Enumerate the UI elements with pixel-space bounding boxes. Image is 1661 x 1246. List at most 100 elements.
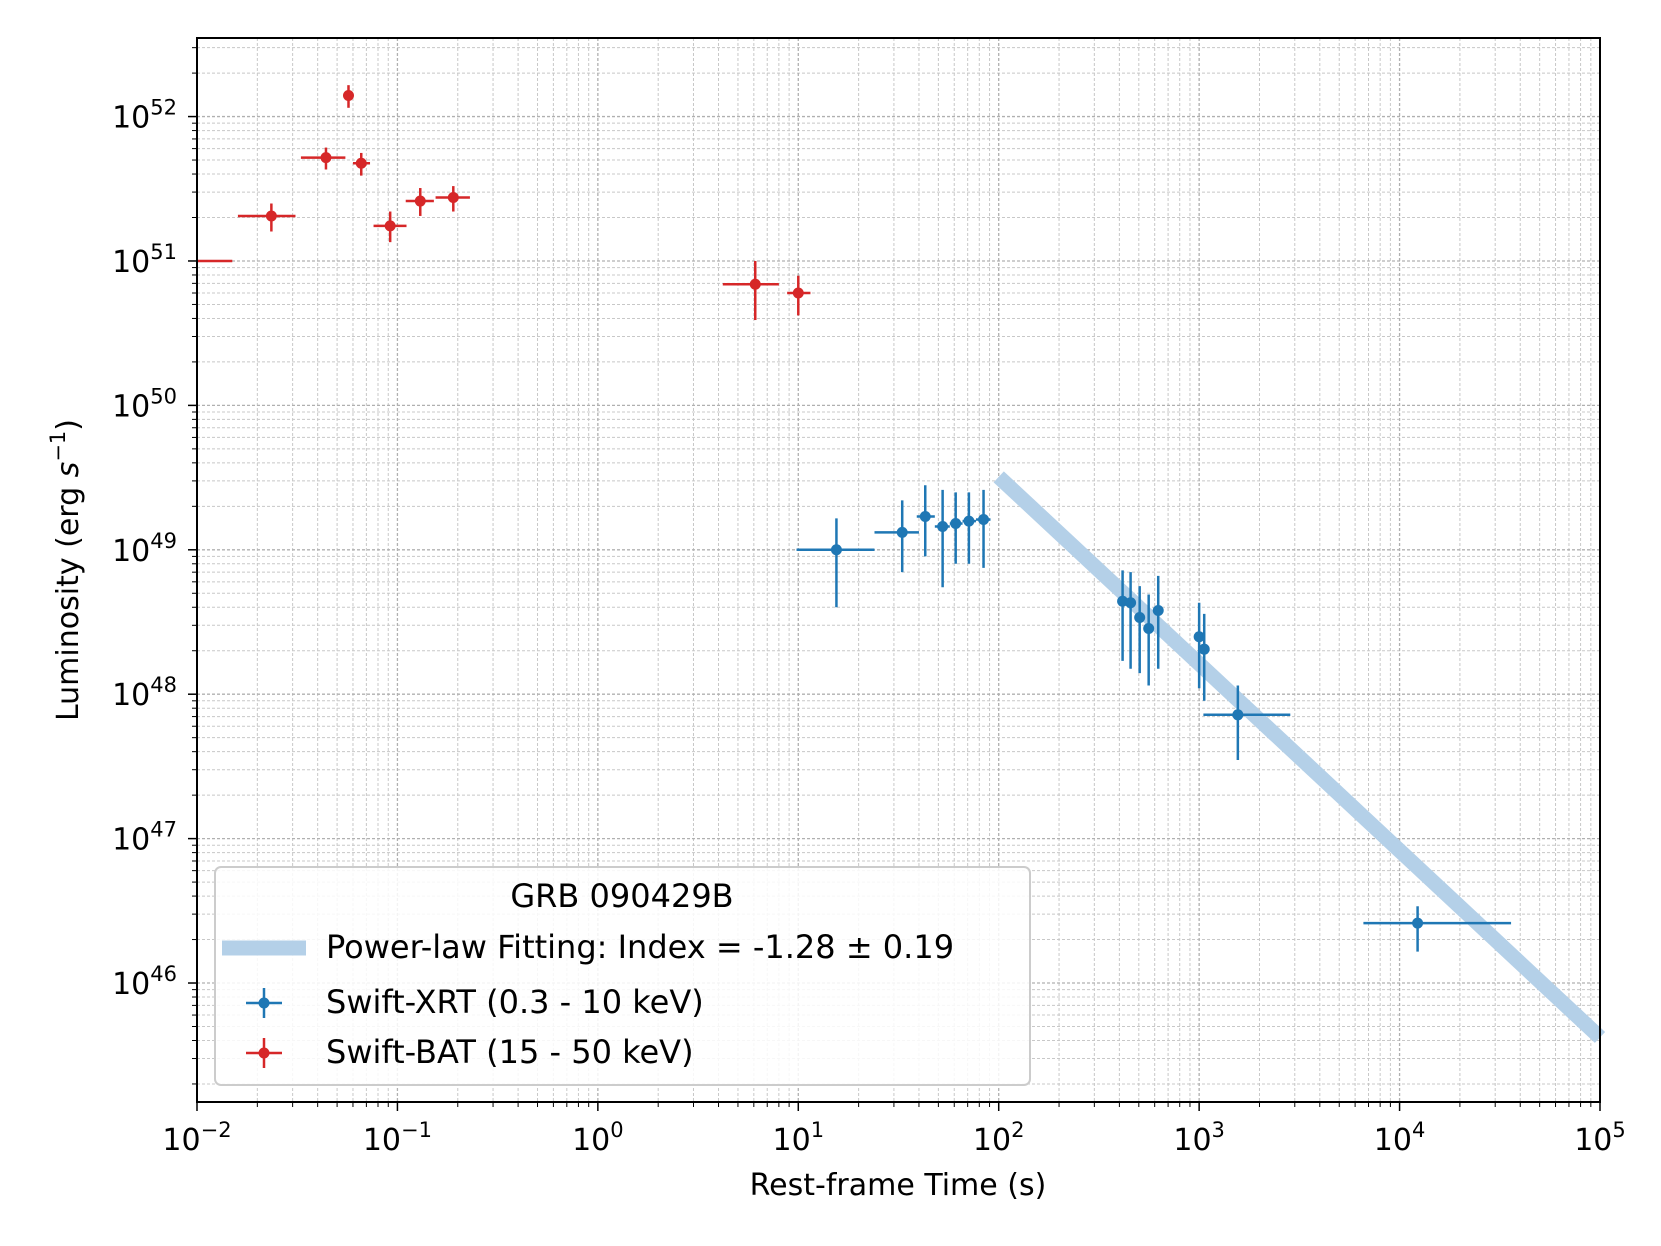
legend: GRB 090429B Power-law Fitting: Index = -… [214, 866, 1031, 1086]
bat-data-point [237, 203, 296, 232]
y-tick-label-exp: 47 [150, 818, 177, 842]
bat-marker [265, 210, 277, 222]
x-tick-label-exp: 0 [610, 1118, 623, 1142]
xrt-data-point [1198, 613, 1210, 701]
y-tick-label-exp: 52 [150, 96, 177, 120]
xrt-marker [1143, 623, 1155, 635]
power-law-fit-line [993, 471, 1606, 1043]
y-tick-label-base: 10 [112, 389, 150, 424]
xrt-data-point [1143, 594, 1155, 686]
legend-xrt-swatch [246, 988, 282, 1018]
xrt-data-point [1193, 602, 1205, 689]
bat-marker [447, 192, 459, 204]
xrt-data-point [874, 500, 919, 573]
y-tick-label-exp: 48 [150, 673, 177, 697]
x-tick-label-base: 10 [1574, 1123, 1612, 1158]
legend-xrt-marker [258, 997, 270, 1009]
x-tick-label: 101 [773, 1118, 825, 1158]
xrt-data-point [796, 518, 875, 608]
legend-fit-label: Power-law Fitting: Index = -1.28 ± 0.19 [326, 928, 954, 966]
x-tick-label: 100 [572, 1118, 624, 1158]
xrt-data-point [1134, 586, 1146, 674]
y-tick-label-base: 10 [112, 101, 150, 136]
xrt-marker [1198, 643, 1210, 655]
xrt-marker [1232, 709, 1244, 721]
y-tick-label-exp: 50 [150, 384, 177, 408]
xrt-marker [1125, 597, 1137, 609]
bat-data-point [435, 186, 470, 212]
x-tick-label-exp: 2 [1011, 1118, 1024, 1142]
xrt-marker [950, 518, 962, 530]
x-tick-label-base: 10 [1173, 1123, 1211, 1158]
y-tick-label-base: 10 [112, 678, 150, 713]
y-axis-label-close: ) [51, 419, 86, 431]
xrt-marker [1193, 631, 1205, 643]
bat-marker [792, 287, 804, 299]
x-tick-label-base: 10 [363, 1123, 401, 1158]
x-tick-label-base: 10 [773, 1123, 811, 1158]
bat-data-point [342, 85, 354, 108]
xrt-marker [919, 511, 931, 523]
bat-marker [384, 220, 396, 232]
y-tick-label: 1050 [112, 384, 177, 424]
bat-marker [342, 89, 354, 101]
bat-marker [414, 195, 426, 207]
xrt-marker [978, 514, 990, 526]
bat-data-point [352, 152, 371, 176]
xrt-data-point [916, 485, 935, 557]
x-tick-label: 10−1 [363, 1118, 432, 1158]
y-tick-label: 1051 [112, 240, 177, 280]
xrt-data-point [949, 492, 963, 564]
x-tick-label-exp: −1 [401, 1118, 432, 1142]
xrt-data-point [975, 489, 991, 568]
legend-bat-marker [258, 1047, 270, 1059]
y-tick-label: 1049 [112, 529, 177, 569]
y-tick-label-exp: 49 [150, 529, 177, 553]
x-tick-label-base: 10 [572, 1123, 610, 1158]
xrt-marker [1152, 604, 1164, 616]
x-tick-label-base: 10 [162, 1123, 200, 1158]
x-tick-label: 10−2 [162, 1118, 231, 1158]
y-tick-label-exp: 46 [150, 962, 177, 986]
xrt-marker [1134, 611, 1146, 623]
xrt-marker [963, 515, 975, 527]
bat-marker [320, 152, 332, 164]
y-tick-label-base: 10 [112, 245, 150, 280]
legend-xrt-label: Swift-XRT (0.3 - 10 keV) [326, 983, 704, 1021]
plot-frame [196, 37, 1601, 1103]
bat-marker [749, 278, 761, 290]
bat-data-point [405, 188, 434, 216]
legend-bat-label: Swift-BAT (15 - 50 keV) [326, 1033, 694, 1071]
x-tick-label-exp: 3 [1212, 1118, 1225, 1142]
y-axis-label-exp: −1 [46, 431, 70, 462]
y-tick-label: 1046 [112, 962, 177, 1002]
x-tick-label: 104 [1374, 1118, 1426, 1158]
xrt-data-point [934, 489, 950, 588]
points-layer [197, 85, 1512, 952]
bat-data-point [373, 211, 407, 243]
bat-data-point [722, 260, 779, 321]
xrt-data-point [1125, 572, 1137, 669]
y-tick-label: 1048 [112, 673, 177, 713]
x-tick-label-base: 10 [973, 1123, 1011, 1158]
bat-data-point [787, 275, 811, 316]
bat-marker [355, 157, 367, 169]
y-tick-label: 1047 [112, 818, 177, 858]
xrt-data-point [1152, 575, 1164, 669]
xrt-marker [830, 544, 842, 556]
x-tick-label: 102 [973, 1118, 1025, 1158]
y-tick-label-base: 10 [112, 823, 150, 858]
xrt-data-point [962, 492, 976, 564]
y-axis-label-s: s [51, 462, 86, 478]
x-tick-label-exp: −2 [201, 1118, 232, 1142]
ticks-layer [188, 47, 1601, 1111]
x-tick-label-exp: 1 [811, 1118, 824, 1142]
legend-bat-swatch [246, 1038, 282, 1068]
x-axis-label: Rest-frame Time (s) [750, 1168, 1047, 1203]
y-tick-label-exp: 51 [150, 240, 177, 264]
x-tick-label-exp: 4 [1412, 1118, 1425, 1142]
xrt-data-point [1363, 906, 1512, 952]
fit-layer [993, 471, 1606, 1043]
xrt-marker [937, 520, 949, 532]
